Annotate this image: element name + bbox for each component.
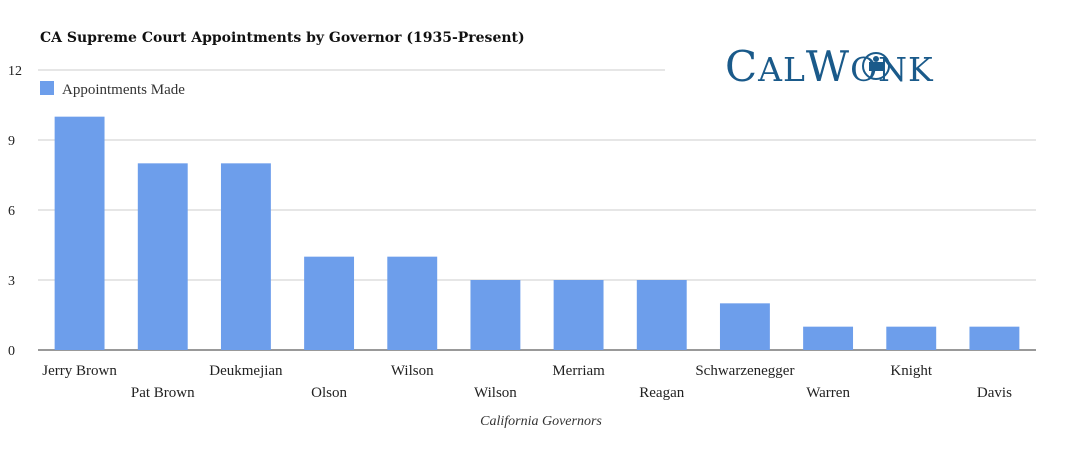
- x-axis-title: California Governors: [480, 414, 602, 429]
- x-tick-label: Deukmejian: [209, 363, 283, 379]
- gridlines: [38, 69, 1036, 351]
- bars: [54, 116, 1020, 351]
- bar: [636, 280, 687, 350]
- bar: [137, 163, 188, 350]
- x-tick-label: Knight: [890, 363, 933, 379]
- x-tick-label: Jerry Brown: [42, 363, 117, 379]
- x-tick-label: Warren: [806, 385, 850, 401]
- x-tick-label: Wilson: [474, 385, 517, 401]
- y-tick-label: 6: [8, 204, 15, 219]
- x-tick-label: Pat Brown: [131, 385, 195, 401]
- logo-wordmark: CALWONK: [725, 42, 934, 91]
- x-tick-label: Schwarzenegger: [695, 363, 794, 379]
- bar: [304, 256, 355, 350]
- x-tick-label: Wilson: [391, 363, 434, 379]
- y-axis-ticks: 0 3 6 9 12: [8, 64, 22, 359]
- y-tick-label: 9: [8, 134, 15, 149]
- x-tick-label: Davis: [977, 385, 1012, 401]
- seal-icon: [862, 52, 890, 80]
- legend-label: Appointments Made: [62, 82, 185, 98]
- y-tick-label: 0: [8, 344, 15, 359]
- y-tick-label: 3: [8, 274, 15, 289]
- legend: Appointments Made: [40, 81, 185, 98]
- chart-title: CA Supreme Court Appointments by Governo…: [40, 30, 525, 46]
- legend-swatch: [40, 81, 54, 95]
- bar: [387, 256, 438, 350]
- calwonk-logo: CALWONK: [725, 42, 934, 91]
- y-tick-label: 12: [8, 64, 22, 79]
- x-tick-label: Merriam: [552, 363, 605, 379]
- bar: [220, 163, 271, 350]
- x-tick-label: Olson: [311, 385, 347, 401]
- x-axis-labels: Jerry Brown Pat Brown Deukmejian Olson Wilso…: [42, 363, 1012, 401]
- bar: [969, 326, 1020, 350]
- x-tick-label: Reagan: [639, 385, 684, 401]
- bar: [470, 280, 521, 350]
- bar: [54, 116, 105, 351]
- bar: [886, 326, 937, 350]
- bar: [803, 326, 854, 350]
- bar: [553, 280, 604, 350]
- bar: [719, 303, 770, 350]
